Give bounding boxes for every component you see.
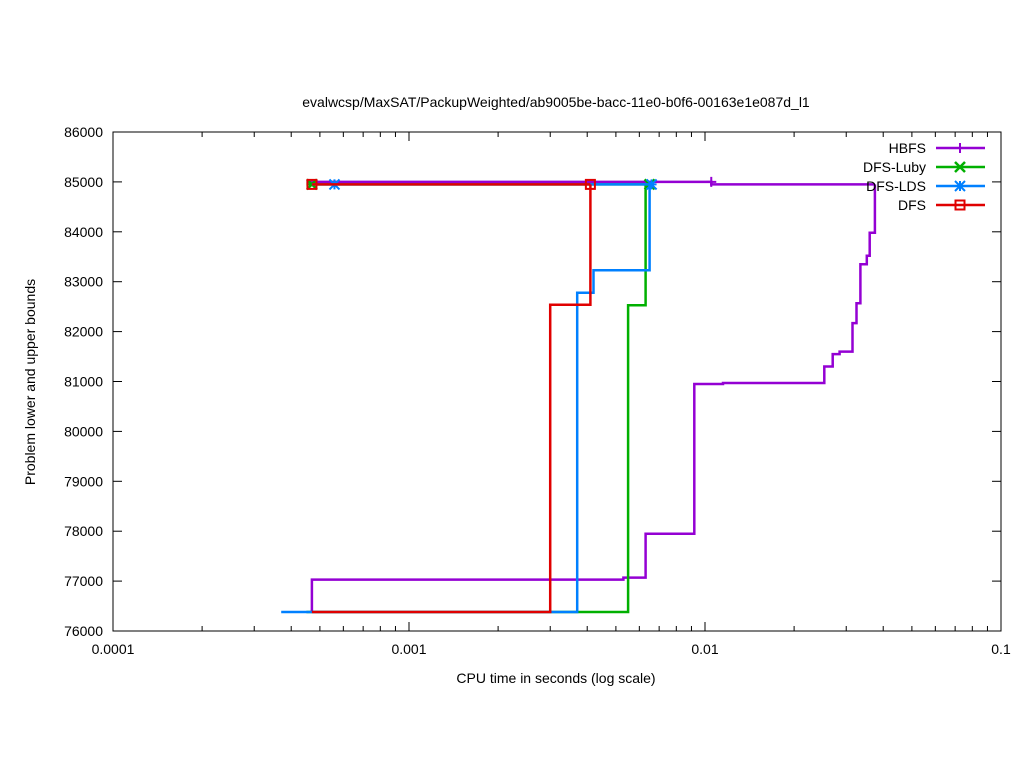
chart-title: evalwcsp/MaxSAT/PackupWeighted/ab9005be-… — [302, 94, 810, 110]
series-lower-bound-line — [311, 184, 592, 614]
legend-label: DFS — [898, 197, 926, 213]
y-tick-label: 84000 — [64, 224, 103, 240]
y-tick-label: 80000 — [64, 423, 103, 439]
legend-label: DFS-Luby — [863, 159, 926, 175]
series-marker — [306, 178, 318, 190]
x-axis-label: CPU time in seconds (log scale) — [456, 670, 655, 686]
x-tick-label: 0.01 — [691, 641, 718, 657]
legend-marker-icon — [955, 143, 965, 153]
series-lower-bound-line — [310, 184, 877, 612]
y-tick-label: 79000 — [64, 473, 103, 489]
y-tick-label: 78000 — [64, 523, 103, 539]
y-axis-label: Problem lower and upper bounds — [22, 279, 38, 485]
x-tick-label: 0.0001 — [92, 641, 135, 657]
legend-label: DFS-LDS — [866, 178, 926, 194]
series-lines — [281, 176, 877, 614]
legend-label: HBFS — [889, 140, 926, 156]
legend-marker-icon — [954, 180, 966, 192]
legend-marker-icon — [954, 199, 966, 211]
y-tick-label: 86000 — [64, 124, 103, 140]
x-tick-label: 0.001 — [391, 641, 426, 657]
series-marker — [584, 178, 596, 190]
legend: HBFS DFS-Luby DFS-LDS DFS — [863, 140, 985, 213]
series-dfs-luby — [306, 178, 656, 614]
plot-frame — [112, 131, 1002, 632]
x-tick-label: 0.1 — [991, 641, 1011, 657]
axis-ticks: 76000 77000 78000 79000 80000 81000 82000 83000… — [64, 124, 1011, 657]
y-tick-label: 77000 — [64, 573, 103, 589]
series-marker — [645, 178, 658, 191]
series-marker — [706, 176, 717, 187]
y-tick-label: 76000 — [64, 623, 103, 639]
series-hbfs — [306, 176, 877, 612]
y-tick-label: 82000 — [64, 324, 103, 340]
series-lower-bound-line — [281, 184, 651, 614]
y-tick-label: 83000 — [64, 274, 103, 290]
y-tick-label: 85000 — [64, 174, 103, 190]
series-dfs — [306, 178, 596, 614]
y-tick-label: 81000 — [64, 374, 103, 390]
series-lower-bound-line — [306, 184, 647, 614]
series-dfs-lds — [281, 178, 658, 614]
legend-marker-icon — [954, 161, 966, 173]
